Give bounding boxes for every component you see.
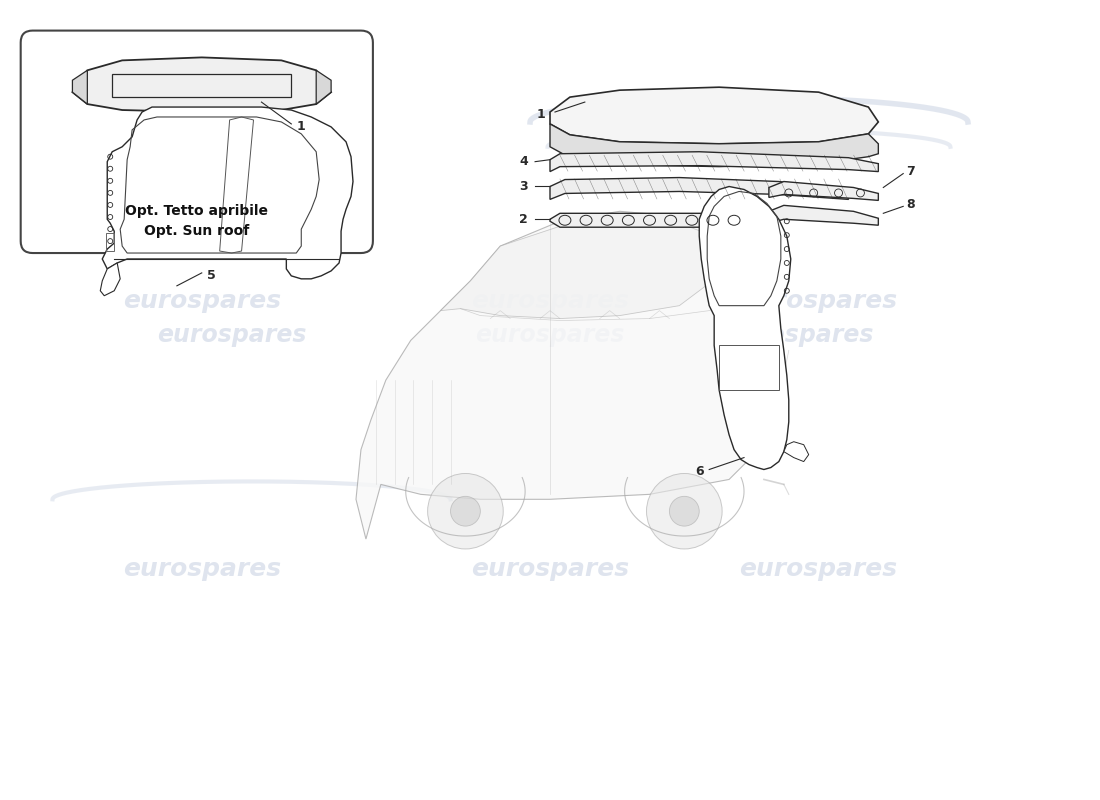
Text: eurospares: eurospares [157, 323, 307, 347]
Text: 6: 6 [695, 465, 704, 478]
Polygon shape [73, 70, 87, 104]
Text: 3: 3 [519, 180, 528, 193]
Polygon shape [550, 214, 749, 227]
Polygon shape [769, 182, 878, 200]
Circle shape [451, 496, 481, 526]
Text: 1: 1 [537, 107, 544, 121]
Circle shape [647, 474, 722, 549]
Polygon shape [102, 107, 353, 279]
Polygon shape [550, 152, 878, 171]
Text: eurospares: eurospares [123, 557, 280, 581]
Polygon shape [550, 124, 878, 166]
Polygon shape [784, 442, 808, 462]
Polygon shape [700, 186, 791, 470]
Polygon shape [769, 206, 878, 226]
Text: 1: 1 [296, 121, 305, 134]
Polygon shape [550, 178, 848, 199]
Circle shape [428, 474, 503, 549]
Text: 7: 7 [906, 165, 915, 178]
Text: eurospares: eurospares [123, 289, 280, 313]
Polygon shape [316, 70, 331, 104]
Text: eurospares: eurospares [144, 90, 240, 105]
Polygon shape [356, 211, 784, 539]
Text: 8: 8 [906, 198, 915, 211]
Text: eurospares: eurospares [471, 289, 629, 313]
Text: eurospares: eurospares [471, 557, 629, 581]
Polygon shape [100, 263, 120, 296]
Polygon shape [73, 58, 331, 112]
Text: 2: 2 [519, 213, 528, 226]
Text: 5: 5 [207, 270, 216, 282]
Text: eurospares: eurospares [724, 323, 873, 347]
FancyBboxPatch shape [21, 30, 373, 253]
Circle shape [670, 496, 700, 526]
Text: eurospares: eurospares [739, 557, 898, 581]
Text: Opt. Sun roof: Opt. Sun roof [144, 224, 250, 238]
Text: Opt. Tetto apribile: Opt. Tetto apribile [125, 204, 268, 218]
Polygon shape [441, 219, 739, 318]
Polygon shape [550, 87, 878, 144]
Text: eurospares: eurospares [475, 323, 625, 347]
Text: eurospares: eurospares [739, 289, 898, 313]
Text: 4: 4 [519, 155, 528, 168]
